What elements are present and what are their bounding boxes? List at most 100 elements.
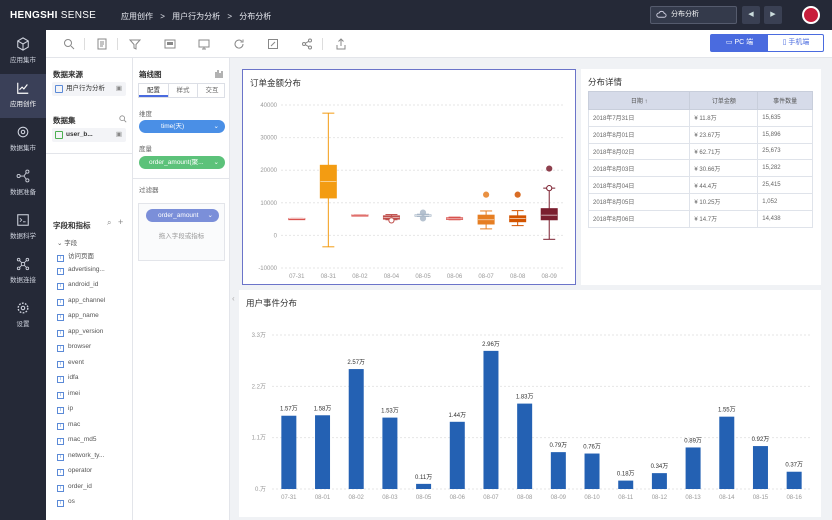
table-row[interactable]: 2018年8月05日 ¥ 10.25万 1,052 <box>587 192 813 211</box>
field-group-toggle[interactable]: ⌄ 字段 <box>57 240 78 247</box>
table-row[interactable]: 2018年8月01日 ¥ 23.67万 15,896 <box>587 125 813 144</box>
table-row[interactable]: 2018年8月04日 ¥ 44.4万 25,415 <box>587 176 813 194</box>
bar <box>786 471 802 489</box>
image-icon[interactable] <box>164 38 176 50</box>
box-outlier <box>546 165 553 172</box>
table-cell: 2018年8月05日 <box>587 192 691 211</box>
x-tick-label: 08-06 <box>447 274 463 280</box>
dataset-item[interactable]: user_b... ▣ <box>52 128 126 142</box>
text-field-icon: T <box>57 391 64 399</box>
bar-value-label: 0.92万 <box>752 436 770 443</box>
add-icon[interactable]: + <box>118 217 124 227</box>
table-cell: 25,415 <box>757 176 813 194</box>
chart-type-icon[interactable] <box>214 69 224 78</box>
box-outlier <box>483 191 490 198</box>
copy-icon[interactable]: ▣ <box>115 85 122 92</box>
search-icon[interactable]: ⌕ <box>107 218 112 227</box>
sidebar-item-settings[interactable]: 设置 <box>0 294 46 338</box>
chart-type-title: 箱线图 <box>139 70 162 79</box>
column-header-count[interactable]: 事件数量 <box>757 91 813 110</box>
sidebar-item-app-create[interactable]: 应用创作 <box>0 74 46 118</box>
monitor-icon[interactable] <box>198 38 210 50</box>
filter-pill[interactable]: order_amount ⌄ <box>146 209 219 222</box>
dimension-pill[interactable]: time(天) ⌄ <box>139 120 225 133</box>
tab-config[interactable]: 配置 <box>139 84 168 97</box>
x-tick-label: 08-09 <box>542 274 558 280</box>
sidebar-item-data-prep[interactable]: 数据准备 <box>0 162 46 206</box>
collapse-icon[interactable]: ‹ <box>232 294 235 303</box>
fullscreen-icon[interactable] <box>267 38 279 50</box>
filter-drop-zone[interactable]: order_amount ⌄ 拖入字段或指标 <box>138 203 225 261</box>
filter-icon[interactable] <box>129 38 141 50</box>
pc-view-button[interactable]: ▭ PC 端 <box>711 35 768 51</box>
sidebar-item-app-market[interactable]: 应用集市 <box>0 30 46 74</box>
table-row[interactable]: 2018年8月06日 ¥ 14.7万 14,438 <box>587 209 813 228</box>
app-logo[interactable]: HENGSHI SENSE <box>10 10 97 21</box>
copy-icon[interactable]: ▣ <box>115 131 122 138</box>
tab-style[interactable]: 样式 <box>168 84 197 97</box>
filter-label: 过滤器 <box>139 187 159 194</box>
sidebar-item-data-market[interactable]: 数据集市 <box>0 118 46 162</box>
bar <box>315 415 331 489</box>
export-icon[interactable] <box>335 38 347 50</box>
text-field-icon: T <box>57 314 64 321</box>
table-cell: 2018年8月04日 <box>587 176 691 194</box>
breadcrumb-separator: > <box>160 12 165 21</box>
bar <box>517 403 533 489</box>
table-cell: ¥ 14.7万 <box>689 209 759 228</box>
zoom-data-icon[interactable] <box>63 38 75 50</box>
x-tick-label: 08-14 <box>719 495 735 501</box>
document-icon[interactable] <box>96 38 108 50</box>
sidebar-item-data-science[interactable]: 数据科学 <box>0 206 46 250</box>
divider <box>46 153 133 154</box>
bar-value-label: 1.83万 <box>516 394 534 401</box>
breadcrumb-item[interactable]: 用户行为分析 <box>172 12 221 21</box>
breadcrumb-item[interactable]: 应用创作 <box>121 12 153 21</box>
refresh-icon[interactable] <box>233 38 245 50</box>
field-item[interactable]: T 访问页面 <box>57 253 94 262</box>
table-cell: ¥ 62.71万 <box>689 142 759 161</box>
box-chart-card[interactable]: 订单金额分布 -10000 0 10000 20000 30000 40000 07-31 0… <box>242 69 576 285</box>
column-header-amount[interactable]: 订单金额 <box>689 91 759 110</box>
chevron-down-icon: ⌄ <box>57 240 65 247</box>
share-icon[interactable] <box>301 38 313 50</box>
table-row[interactable]: 2018年8月03日 ¥ 30.66万 15,282 <box>587 159 813 178</box>
tab-interaction[interactable]: 交互 <box>197 84 226 97</box>
column-header-date[interactable]: 日期 ↑ <box>587 91 691 110</box>
table-row[interactable]: 2018年7月31日 ¥ 11.8万 15,635 <box>587 109 813 127</box>
y-tick-label: 10000 <box>260 201 277 207</box>
mobile-view-button[interactable]: ▯ 手机端 <box>782 39 810 46</box>
next-page-button[interactable]: ▶ <box>764 6 782 24</box>
prev-page-button[interactable]: ◀ <box>742 6 760 24</box>
monitor-icon: ▭ <box>725 39 735 46</box>
x-tick-label: 08-06 <box>450 495 466 501</box>
bar <box>719 416 735 489</box>
table-icon <box>55 131 63 139</box>
measure-pill[interactable]: order_amount(聚... ⌄ <box>139 156 225 169</box>
text-field-icon: T <box>57 298 64 306</box>
sidebar-item-data-connect[interactable]: 数据连接 <box>0 250 46 294</box>
search-icon[interactable] <box>119 115 127 123</box>
dashboard-switcher[interactable]: 分布分析 <box>650 6 737 24</box>
avatar[interactable] <box>802 6 820 24</box>
x-tick-label: 08-03 <box>382 495 398 501</box>
table-row[interactable]: 2018年8月02日 ¥ 62.71万 25,673 <box>587 142 813 161</box>
data-source-select[interactable]: 用户行为分析 ▣ <box>52 82 126 96</box>
bar-chart-card[interactable]: 用户事件分布 0.万 1.1万 2.2万 3.3万 1.57万 07-31 1.58万 08-… <box>239 290 821 517</box>
